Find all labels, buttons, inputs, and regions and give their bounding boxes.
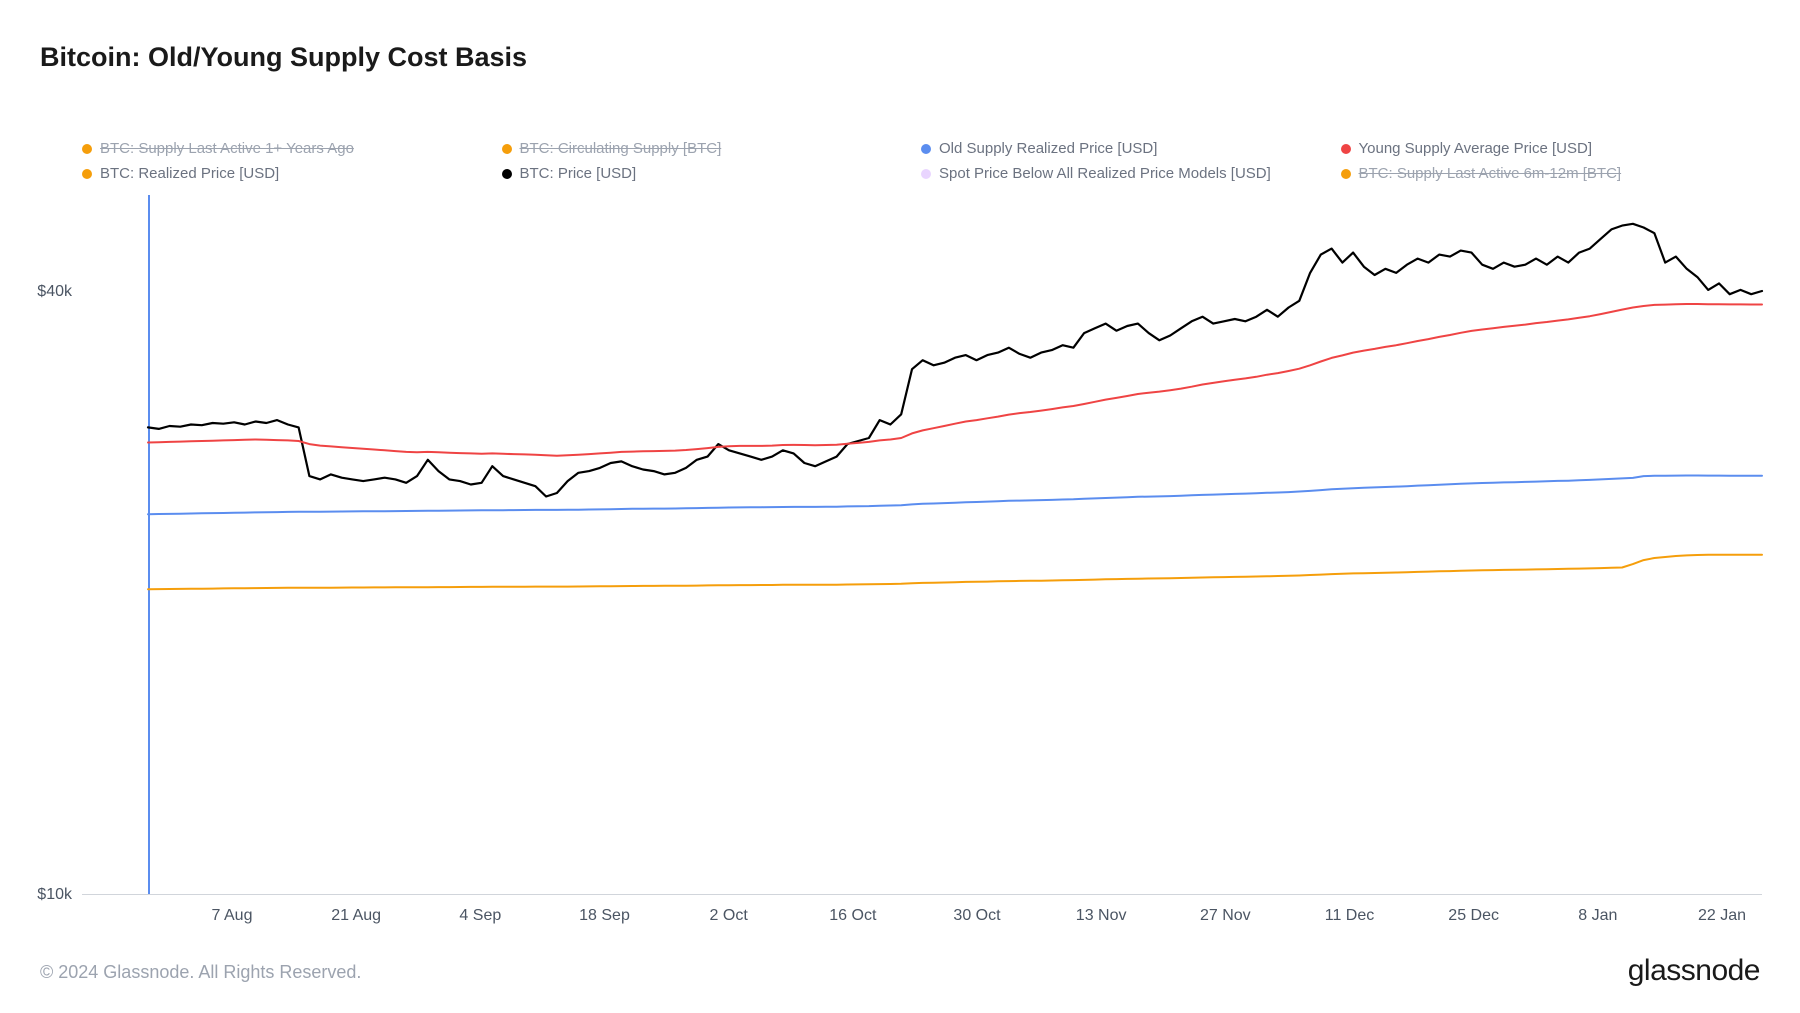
x-tick-label: 11 Dec: [1325, 907, 1375, 925]
chart-legend: BTC: Supply Last Active 1+ Years Ago BTC:…: [82, 140, 1760, 182]
footer-brand-logo: glassnode: [1628, 954, 1760, 988]
x-tick-label: 30 Oct: [953, 907, 1000, 925]
legend-item[interactable]: BTC: Supply Last Active 1+ Years Ago: [82, 140, 502, 157]
series-line: [148, 304, 1762, 456]
x-tick-label: 25 Dec: [1448, 907, 1499, 925]
legend-label: BTC: Price [USD]: [520, 165, 637, 182]
legend-item[interactable]: BTC: Supply Last Active 6m-12m [BTC]: [1341, 165, 1761, 182]
x-tick-label: 22 Jan: [1698, 907, 1746, 925]
legend-label: BTC: Circulating Supply [BTC]: [520, 140, 722, 157]
legend-label: Old Supply Realized Price [USD]: [939, 140, 1157, 157]
chart-plot-area: $10k$40k 7 Aug21 Aug4 Sep18 Sep2 Oct16 O…: [82, 195, 1762, 895]
legend-marker: [502, 144, 512, 154]
series-line: [148, 224, 1762, 497]
legend-label: BTC: Supply Last Active 6m-12m [BTC]: [1359, 165, 1622, 182]
y-tick-label: $10k: [37, 886, 72, 904]
legend-label: Spot Price Below All Realized Price Mode…: [939, 165, 1271, 182]
legend-marker: [502, 169, 512, 179]
footer-copyright: © 2024 Glassnode. All Rights Reserved.: [40, 962, 361, 983]
x-tick-label: 18 Sep: [579, 907, 630, 925]
legend-item[interactable]: Old Supply Realized Price [USD]: [921, 140, 1341, 157]
chart-lines-svg: [82, 195, 1762, 895]
legend-marker: [1341, 169, 1351, 179]
series-line: [148, 476, 1762, 515]
legend-marker: [921, 144, 931, 154]
legend-item[interactable]: Spot Price Below All Realized Price Mode…: [921, 165, 1341, 182]
x-tick-label: 8 Jan: [1578, 907, 1617, 925]
legend-marker: [1341, 144, 1351, 154]
x-tick-label: 16 Oct: [829, 907, 876, 925]
x-tick-label: 21 Aug: [331, 907, 381, 925]
legend-item[interactable]: BTC: Price [USD]: [502, 165, 922, 182]
x-tick-label: 4 Sep: [459, 907, 501, 925]
legend-item[interactable]: BTC: Circulating Supply [BTC]: [502, 140, 922, 157]
y-tick-label: $40k: [37, 283, 72, 301]
x-tick-label: 2 Oct: [710, 907, 748, 925]
legend-marker: [82, 169, 92, 179]
legend-label: Young Supply Average Price [USD]: [1359, 140, 1592, 157]
legend-marker: [921, 169, 931, 179]
x-tick-label: 13 Nov: [1076, 907, 1127, 925]
series-line: [148, 555, 1762, 590]
legend-marker: [82, 144, 92, 154]
x-tick-label: 7 Aug: [212, 907, 253, 925]
legend-item[interactable]: BTC: Realized Price [USD]: [82, 165, 502, 182]
legend-label: BTC: Supply Last Active 1+ Years Ago: [100, 140, 354, 157]
legend-item[interactable]: Young Supply Average Price [USD]: [1341, 140, 1761, 157]
chart-title: Bitcoin: Old/Young Supply Cost Basis: [40, 42, 527, 73]
x-tick-label: 27 Nov: [1200, 907, 1251, 925]
legend-label: BTC: Realized Price [USD]: [100, 165, 279, 182]
